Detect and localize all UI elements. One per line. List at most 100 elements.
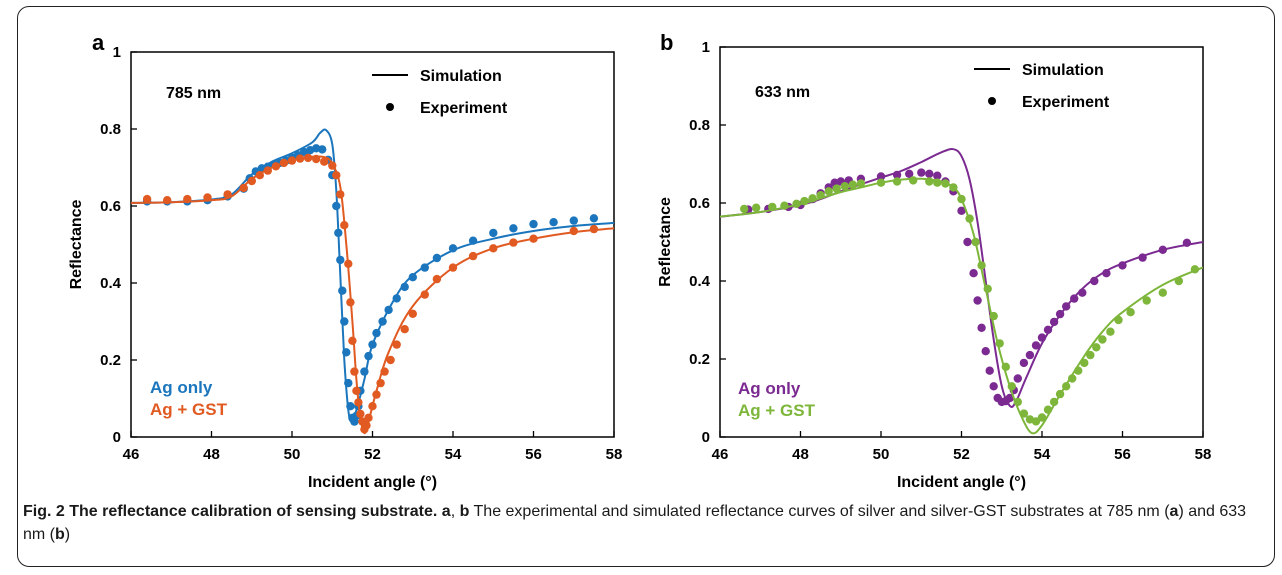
experiment-point-ag-only — [1013, 374, 1022, 383]
experiment-point-ag-gst — [1126, 308, 1135, 317]
y-tick-label: 0.2 — [100, 352, 121, 369]
experiment-point-ag-gst — [1013, 397, 1022, 407]
x-tick-label: 48 — [792, 446, 809, 463]
experiment-point-ag-only — [1005, 393, 1014, 403]
experiment-point-ag-only — [1031, 341, 1041, 350]
series-label-ag-gst: Ag + GST — [738, 401, 816, 420]
experiment-point-ag-gst — [247, 176, 256, 186]
experiment-point-ag-gst — [1174, 276, 1184, 286]
experiment-point-ag-only — [925, 169, 934, 178]
experiment-point-ag-gst — [971, 237, 980, 247]
legend-experiment-label: Experiment — [420, 100, 508, 117]
experiment-point-ag-gst — [892, 177, 902, 186]
caption-ref-b: b — [55, 526, 65, 543]
experiment-point-ag-gst — [1062, 382, 1071, 391]
experiment-point-ag-only — [420, 263, 429, 272]
experiment-point-ag-only — [334, 228, 343, 238]
x-tick-label: 48 — [203, 446, 220, 463]
caption-fig-label: Fig. 2 The reflectance calibration of se… — [23, 503, 438, 520]
experiment-point-ag-gst — [768, 202, 777, 212]
experiment-point-ag-gst — [832, 184, 841, 193]
experiment-point-ag-gst — [303, 153, 313, 163]
y-tick-label: 0.8 — [100, 121, 121, 138]
experiment-point-ag-gst — [364, 413, 373, 422]
experiment-point-ag-gst — [279, 158, 289, 168]
experiment-point-ag-only — [1182, 238, 1192, 247]
experiment-point-ag-gst — [380, 367, 389, 376]
caption-text-3: ) — [64, 526, 71, 543]
experiment-point-ag-gst — [376, 378, 385, 388]
experiment-point-ag-gst — [808, 194, 817, 203]
experiment-point-ag-only — [905, 169, 914, 178]
experiment-point-ag-only — [489, 228, 498, 238]
experiment-point-ag-gst — [1142, 296, 1151, 305]
experiment-point-ag-only — [981, 347, 990, 356]
experiment-point-ag-gst — [957, 194, 966, 204]
experiment-point-ag-gst — [856, 179, 866, 188]
experiment-point-ag-only — [1025, 350, 1035, 360]
experiment-point-ag-only — [589, 214, 599, 223]
experiment-point-ag-only — [917, 168, 926, 177]
experiment-point-ag-gst — [356, 409, 365, 419]
experiment-point-ag-gst — [346, 298, 355, 307]
data-layer — [131, 128, 614, 435]
experiment-point-ag-only — [973, 296, 982, 305]
experiment-point-ag-gst — [933, 178, 942, 187]
legend-experiment-marker — [988, 97, 996, 105]
experiment-point-ag-gst — [489, 244, 498, 253]
experiment-point-ag-gst — [420, 290, 429, 299]
experiment-point-ag-only — [468, 236, 478, 245]
experiment-point-ag-gst — [1037, 413, 1047, 422]
experiment-point-ag-gst — [255, 171, 264, 180]
experiment-point-ag-gst — [408, 309, 417, 318]
experiment-point-ag-only — [360, 367, 369, 376]
experiment-point-ag-gst — [392, 340, 401, 349]
experiment-point-ag-gst — [340, 221, 349, 230]
experiment-point-ag-only — [509, 224, 518, 233]
experiment-point-ag-gst — [223, 190, 232, 199]
experiment-point-ag-only — [1043, 325, 1053, 334]
panel-label: a — [92, 30, 105, 55]
experiment-point-ag-gst — [995, 339, 1004, 348]
experiment-point-ag-gst — [183, 194, 192, 204]
experiment-point-ag-gst — [909, 176, 918, 185]
experiment-point-ag-only — [1090, 276, 1099, 286]
experiment-point-ag-only — [529, 219, 538, 229]
experiment-point-ag-only — [1070, 294, 1079, 303]
experiment-point-ag-gst — [287, 156, 297, 165]
experiment-point-ag-gst — [800, 196, 809, 206]
experiment-point-ag-only — [448, 244, 458, 253]
panel-label: b — [660, 30, 673, 55]
experiment-point-ag-only — [338, 286, 347, 295]
experiment-point-ag-gst — [949, 183, 958, 192]
x-tick-label: 46 — [712, 446, 729, 463]
experiment-point-ag-gst — [876, 178, 886, 187]
experiment-point-ag-gst — [1106, 327, 1115, 336]
experiment-point-ag-only — [346, 402, 355, 411]
figure-frame — [17, 6, 1275, 567]
experiment-point-ag-gst — [368, 402, 377, 411]
experiment-point-ag-gst — [824, 187, 833, 196]
y-tick-label: 1 — [113, 44, 121, 61]
wavelength-label: 785 nm — [166, 85, 221, 102]
y-axis-label: Reflectance — [68, 199, 85, 289]
experiment-point-ag-gst — [848, 180, 857, 189]
simulation-curve-ag-gst — [720, 177, 1203, 435]
caption-sep: , — [450, 503, 460, 520]
experiment-point-ag-gst — [372, 390, 381, 399]
y-tick-label: 1 — [702, 39, 710, 56]
x-tick-label: 52 — [953, 446, 970, 463]
experiment-point-ag-gst — [1049, 397, 1059, 407]
experiment-point-ag-gst — [509, 238, 518, 247]
experiment-point-ag-only — [1062, 302, 1071, 311]
experiment-point-ag-only — [408, 273, 417, 282]
experiment-point-ag-only — [969, 269, 978, 278]
experiment-point-ag-gst — [941, 179, 950, 188]
experiment-point-ag-gst — [142, 194, 152, 204]
experiment-point-ag-gst — [350, 367, 359, 376]
y-tick-label: 0 — [113, 429, 121, 446]
experiment-point-ag-gst — [1080, 358, 1089, 368]
experiment-point-ag-gst — [925, 177, 934, 186]
x-tick-label: 50 — [284, 446, 301, 463]
experiment-point-ag-gst — [1031, 417, 1041, 426]
